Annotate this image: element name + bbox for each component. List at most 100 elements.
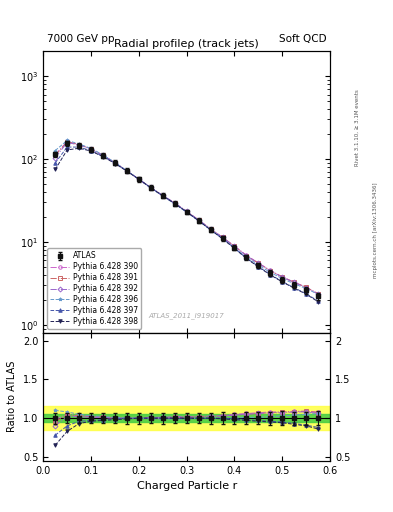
Bar xyxy=(43,407,330,430)
Pythia 6.428 397 xyxy=(244,255,249,261)
Pythia 6.428 396 xyxy=(77,141,81,147)
Pythia 6.428 398 xyxy=(53,166,57,173)
Pythia 6.428 396 xyxy=(304,286,309,292)
Pythia 6.428 398 xyxy=(89,148,94,154)
Pythia 6.428 391 xyxy=(292,280,297,286)
Pythia 6.428 392 xyxy=(77,142,81,148)
Pythia 6.428 390 xyxy=(112,160,117,166)
Pythia 6.428 390 xyxy=(220,234,225,241)
Pythia 6.428 396 xyxy=(292,281,297,287)
Pythia 6.428 398 xyxy=(268,272,273,278)
Pythia 6.428 398 xyxy=(244,255,249,262)
Title: Radial profileρ (track jets): Radial profileρ (track jets) xyxy=(114,39,259,49)
Pythia 6.428 396 xyxy=(173,201,177,207)
Y-axis label: Ratio to ATLAS: Ratio to ATLAS xyxy=(7,361,17,433)
Pythia 6.428 396 xyxy=(280,275,285,282)
Pythia 6.428 392 xyxy=(220,234,225,241)
Pythia 6.428 391 xyxy=(173,200,177,206)
Pythia 6.428 396 xyxy=(101,152,105,158)
Pythia 6.428 396 xyxy=(149,185,153,191)
Pythia 6.428 390 xyxy=(196,217,201,223)
Pythia 6.428 397 xyxy=(280,279,285,285)
Line: Pythia 6.428 392: Pythia 6.428 392 xyxy=(53,141,320,296)
Pythia 6.428 391 xyxy=(304,284,309,290)
Pythia 6.428 391 xyxy=(316,291,321,297)
Pythia 6.428 398 xyxy=(316,298,321,305)
Pythia 6.428 390 xyxy=(160,193,165,199)
Pythia 6.428 396 xyxy=(232,245,237,251)
Pythia 6.428 392 xyxy=(196,217,201,223)
Pythia 6.428 398 xyxy=(196,218,201,224)
Pythia 6.428 392 xyxy=(160,193,165,199)
Pythia 6.428 390 xyxy=(280,274,285,280)
Pythia 6.428 396 xyxy=(268,269,273,275)
Pythia 6.428 392 xyxy=(65,139,70,145)
Pythia 6.428 398 xyxy=(160,193,165,199)
Pythia 6.428 396 xyxy=(244,254,249,260)
Text: Soft QCD: Soft QCD xyxy=(279,33,326,44)
Pythia 6.428 391 xyxy=(160,193,165,199)
Pythia 6.428 392 xyxy=(53,155,57,161)
Pythia 6.428 391 xyxy=(149,185,153,191)
Pythia 6.428 391 xyxy=(53,153,57,159)
Pythia 6.428 391 xyxy=(112,160,117,166)
Pythia 6.428 391 xyxy=(280,274,285,280)
Pythia 6.428 396 xyxy=(65,137,70,143)
Line: Pythia 6.428 391: Pythia 6.428 391 xyxy=(53,140,320,296)
Pythia 6.428 391 xyxy=(136,176,141,182)
Pythia 6.428 398 xyxy=(184,209,189,215)
Pythia 6.428 390 xyxy=(136,176,141,182)
Pythia 6.428 396 xyxy=(256,262,261,268)
Pythia 6.428 392 xyxy=(292,280,297,286)
Pythia 6.428 396 xyxy=(196,218,201,224)
Pythia 6.428 390 xyxy=(101,152,105,158)
Pythia 6.428 396 xyxy=(208,227,213,233)
Pythia 6.428 390 xyxy=(77,141,81,147)
Pythia 6.428 398 xyxy=(101,154,105,160)
Pythia 6.428 392 xyxy=(112,160,117,166)
Pythia 6.428 397 xyxy=(112,160,117,166)
Pythia 6.428 391 xyxy=(89,146,94,152)
Pythia 6.428 396 xyxy=(160,193,165,199)
Text: mcplots.cern.ch [arXiv:1306.3436]: mcplots.cern.ch [arXiv:1306.3436] xyxy=(373,183,378,278)
Legend: ATLAS, Pythia 6.428 390, Pythia 6.428 391, Pythia 6.428 392, Pythia 6.428 396, P: ATLAS, Pythia 6.428 390, Pythia 6.428 39… xyxy=(47,248,141,329)
Pythia 6.428 397 xyxy=(220,236,225,242)
Pythia 6.428 390 xyxy=(184,208,189,215)
Text: Rivet 3.1.10, ≥ 3.1M events: Rivet 3.1.10, ≥ 3.1M events xyxy=(355,90,360,166)
Pythia 6.428 392 xyxy=(125,168,129,174)
Pythia 6.428 391 xyxy=(101,152,105,158)
Pythia 6.428 392 xyxy=(316,291,321,297)
Pythia 6.428 398 xyxy=(304,291,309,297)
Pythia 6.428 398 xyxy=(125,168,129,174)
Line: Pythia 6.428 390: Pythia 6.428 390 xyxy=(53,140,320,295)
Pythia 6.428 396 xyxy=(220,236,225,242)
Pythia 6.428 396 xyxy=(53,147,57,154)
Pythia 6.428 392 xyxy=(136,176,141,182)
Pythia 6.428 392 xyxy=(149,184,153,190)
Pythia 6.428 397 xyxy=(160,193,165,199)
Pythia 6.428 392 xyxy=(89,146,94,152)
Pythia 6.428 390 xyxy=(53,152,57,158)
Pythia 6.428 397 xyxy=(53,160,57,166)
Pythia 6.428 391 xyxy=(77,141,81,147)
Pythia 6.428 391 xyxy=(196,217,201,223)
Pythia 6.428 392 xyxy=(256,260,261,266)
Pythia 6.428 390 xyxy=(316,290,321,296)
Pythia 6.428 392 xyxy=(304,285,309,291)
Pythia 6.428 397 xyxy=(149,185,153,191)
Pythia 6.428 391 xyxy=(125,168,129,174)
Pythia 6.428 397 xyxy=(173,201,177,207)
Pythia 6.428 392 xyxy=(101,152,105,158)
Pythia 6.428 392 xyxy=(280,274,285,280)
Pythia 6.428 390 xyxy=(125,168,129,174)
Pythia 6.428 390 xyxy=(149,185,153,191)
Pythia 6.428 396 xyxy=(316,291,321,297)
Pythia 6.428 396 xyxy=(184,209,189,216)
Pythia 6.428 397 xyxy=(316,298,321,304)
Pythia 6.428 396 xyxy=(112,159,117,165)
Pythia 6.428 390 xyxy=(292,279,297,285)
Pythia 6.428 396 xyxy=(136,176,141,182)
Line: Pythia 6.428 396: Pythia 6.428 396 xyxy=(53,139,320,296)
Pythia 6.428 398 xyxy=(292,285,297,291)
Pythia 6.428 390 xyxy=(304,284,309,290)
